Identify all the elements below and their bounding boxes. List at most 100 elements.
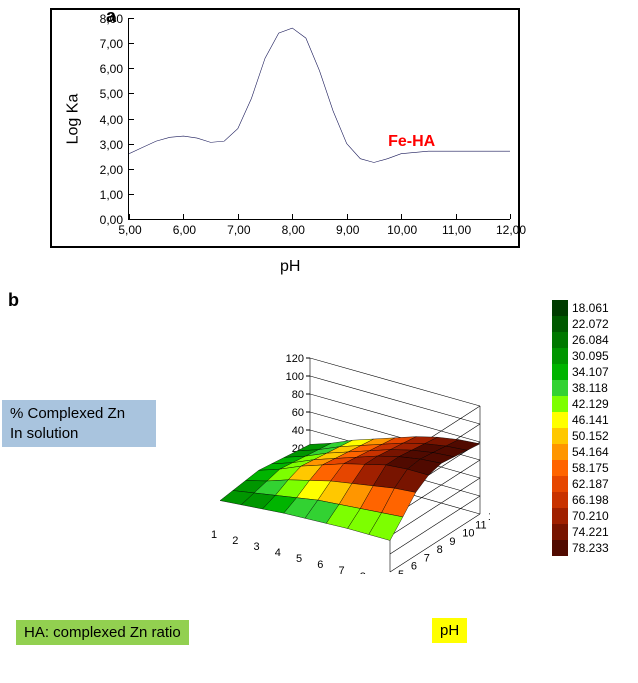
x-tick: 8,00 [292, 214, 293, 219]
z-tick-label: 120 [286, 353, 304, 365]
y-tick-label: 7 [424, 552, 430, 564]
y-tick-label: 6 [411, 561, 417, 573]
x-tick-label: 11,00 [442, 223, 471, 237]
x-tick: 12,00 [510, 214, 511, 219]
z-axis-label-line2: In solution [10, 425, 78, 442]
panel-b-label: b [8, 290, 19, 311]
legend-label: 58.175 [572, 461, 609, 475]
x-tick: 7,00 [238, 214, 239, 219]
legend-row: 70.210 [552, 508, 632, 524]
legend-row: 62.187 [552, 476, 632, 492]
legend-swatch [552, 508, 568, 524]
y-tick-label: 3,00 [100, 138, 123, 152]
page: a 0,001,002,003,004,005,006,007,008,00 5… [0, 0, 638, 683]
y-tick-label: 2,00 [100, 163, 123, 177]
z-axis-label-line1: % Complexed Zn [10, 405, 125, 422]
y-tick: 3,00 [129, 144, 134, 145]
legend-swatch [552, 492, 568, 508]
legend-row: 30.095 [552, 348, 632, 364]
z-tick-label: 80 [292, 389, 304, 401]
legend-swatch [552, 444, 568, 460]
legend-row: 78.233 [552, 540, 632, 556]
legend-row: 66.198 [552, 492, 632, 508]
legend-row: 54.164 [552, 444, 632, 460]
y-axis-label: Log Ka [64, 94, 82, 145]
x-tick: 5,00 [129, 214, 130, 219]
z-tick-label: 100 [286, 371, 304, 383]
legend-swatch [552, 396, 568, 412]
legend-swatch [552, 380, 568, 396]
legend-row: 46.141 [552, 412, 632, 428]
z-axis-label-box: % Complexed Zn In solution [2, 400, 156, 447]
line-series-svg [129, 18, 510, 219]
y-tick-label: 10 [462, 528, 474, 540]
y-tick: 6,00 [129, 68, 134, 69]
surface-plot-svg: 02040608010012012345678956789101112 [160, 314, 490, 574]
x-tick-label: 5 [296, 553, 302, 565]
x-tick-label: 1 [211, 529, 217, 541]
legend-label: 62.187 [572, 477, 609, 491]
legend-label: 78.233 [572, 541, 609, 555]
x-tick-label: 10,00 [387, 223, 417, 237]
y-tick-label: 8,00 [100, 12, 123, 26]
y-tick: 0,00 [129, 219, 134, 220]
series-annotation: Fe-HA [388, 133, 435, 151]
y-tick: 2,00 [129, 169, 134, 170]
legend-swatch [552, 332, 568, 348]
y-tick: 8,00 [129, 18, 134, 19]
legend-row: 42.129 [552, 396, 632, 412]
y-tick: 5,00 [129, 93, 134, 94]
legend-swatch [552, 428, 568, 444]
legend-row: 50.152 [552, 428, 632, 444]
legend-swatch [552, 300, 568, 316]
legend-row: 26.084 [552, 332, 632, 348]
x-tick-label: 6 [317, 559, 323, 571]
legend-swatch [552, 524, 568, 540]
y-tick-label: 5,00 [100, 87, 123, 101]
legend-swatch [552, 364, 568, 380]
legend-label: 50.152 [572, 429, 609, 443]
legend-swatch [552, 460, 568, 476]
x-tick-label: 6,00 [173, 223, 196, 237]
x-tick: 11,00 [456, 214, 457, 219]
legend-label: 34.107 [572, 365, 609, 379]
z-tick-label: 40 [292, 425, 304, 437]
legend-label: 70.210 [572, 509, 609, 523]
legend-label: 22.072 [572, 317, 609, 331]
legend-label: 26.084 [572, 333, 609, 347]
chart-a-plot-area: 0,001,002,003,004,005,006,007,008,00 5,0… [128, 18, 510, 220]
x-tick-label: 8 [360, 571, 366, 574]
x-axis-label-text: HA: complexed Zn ratio [24, 624, 181, 641]
x-axis-label: pH [280, 258, 300, 276]
x-tick-label: 2 [232, 535, 238, 547]
color-legend: 18.06122.072 26.084 30.095 34.107 38.118 42.1… [552, 300, 632, 556]
legend-row: 74.221 [552, 524, 632, 540]
legend-row: 18.061 [552, 300, 632, 316]
x-tick-label: 7 [338, 565, 344, 574]
y-tick-label: 9 [449, 536, 455, 548]
y-tick-label: 8 [437, 544, 443, 556]
y-tick: 7,00 [129, 43, 134, 44]
y-axis-label-box: pH [432, 618, 467, 643]
y-tick-label: 11 [475, 519, 486, 531]
z-tick-label: 60 [292, 407, 304, 419]
x-tick-label: 4 [275, 547, 281, 559]
y-tick-label: 7,00 [100, 37, 123, 51]
y-tick-label: 1,00 [100, 188, 123, 202]
x-tick-label: 3 [253, 541, 259, 553]
legend-label: 38.118 [572, 381, 608, 395]
x-tick-label: 7,00 [227, 223, 250, 237]
y-axis-label-text: pH [440, 622, 459, 639]
legend-swatch [552, 476, 568, 492]
legend-row: 34.107 [552, 364, 632, 380]
legend-swatch [552, 348, 568, 364]
y-tick-label: 4,00 [100, 113, 123, 127]
x-tick: 10,00 [401, 214, 402, 219]
y-tick-label: 6,00 [100, 62, 123, 76]
x-tick-label: 8,00 [282, 223, 305, 237]
legend-row: 22.072 [552, 316, 632, 332]
x-axis-label-box: HA: complexed Zn ratio [16, 620, 189, 645]
legend-label: 42.129 [572, 397, 609, 411]
x-tick-label: 9,00 [336, 223, 359, 237]
legend-label: 30.095 [572, 349, 609, 363]
